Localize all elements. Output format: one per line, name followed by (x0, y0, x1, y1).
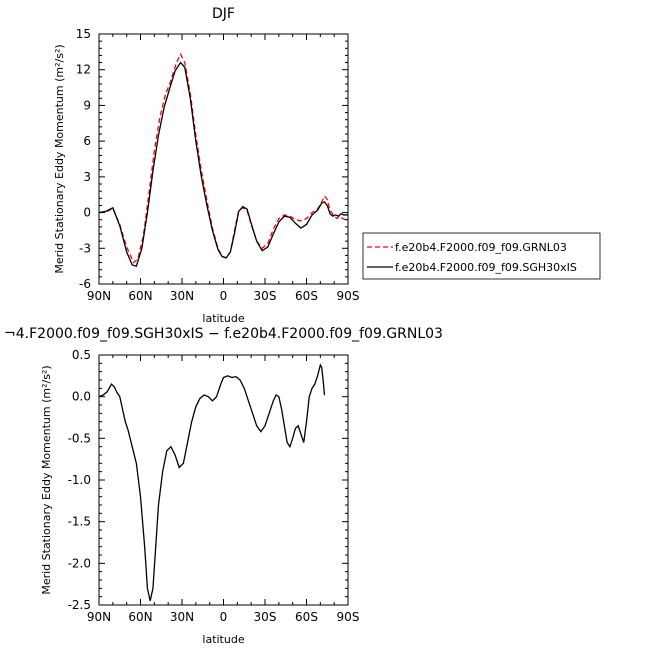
y-axis-label: Merid Stationary Eddy Momentum (m²/s²) (53, 44, 66, 273)
y-tick-label: 12 (76, 63, 91, 77)
y-tick-label: 15 (76, 27, 91, 41)
y-tick-label: 0.0 (72, 390, 91, 404)
x-tick-label: 90S (337, 610, 360, 624)
y-axis-label: Merid Stationary Eddy Momentum (m²/s²) (40, 365, 53, 594)
x-tick-label: 60N (128, 610, 152, 624)
legend-label-grnl03: f.e20b4.F2000.f09_f09.GRNL03 (395, 241, 567, 254)
y-tick-label: -2.0 (68, 556, 91, 570)
x-tick-label: 90N (87, 289, 111, 303)
y-tick-label: 0 (83, 206, 91, 220)
plot-frame (98, 33, 349, 285)
series-line-sgh30xis (99, 61, 348, 267)
chart-title: DJF (212, 6, 235, 22)
series-line-grnl03 (99, 52, 348, 264)
x-axis-label: latitude (202, 312, 244, 325)
y-tick-label: 3 (83, 170, 91, 184)
x-tick-label: 60S (295, 610, 318, 624)
x-tick-label: 60N (128, 289, 152, 303)
x-tick-label: 90N (87, 610, 111, 624)
panel-djf: DJF 90N 60N 30N 0 30S 60S 90S -6 -3 0 3 6 9 12 15 lati… (53, 6, 601, 325)
legend-box (362, 232, 601, 280)
series-line-difference (99, 363, 326, 601)
legend: f.e20b4.F2000.f09_f09.GRNL03 f.e20b4.F20… (362, 232, 601, 280)
x-tick-label: 30N (170, 610, 194, 624)
x-tick-label: 90S (337, 289, 360, 303)
y-tick-label: -1.0 (68, 473, 91, 487)
y-tick-label: -1.5 (68, 515, 91, 529)
y-tick-label: -0.5 (68, 431, 91, 445)
x-axis-label: latitude (202, 633, 244, 646)
legend-label-sgh30xis: f.e20b4.F2000.f09_f09.SGH30xIS (395, 261, 577, 274)
y-tick-label: 6 (83, 134, 91, 148)
x-tick-label: 60S (295, 289, 318, 303)
x-tick-label: 0 (220, 610, 228, 624)
chart-title: ¬4.F2000.f09_f09.SGH30xIS − f.e20b4.F200… (4, 326, 443, 342)
x-tick-label: 30N (170, 289, 194, 303)
y-tick-label: -6 (79, 277, 91, 291)
x-tick-label: 0 (220, 289, 228, 303)
x-tick-label: 30S (254, 610, 277, 624)
plot-area: 90N 60N 30N 0 30S 60S 90S -6 -3 0 3 6 9 12 15 (76, 27, 360, 303)
panel-difference: ¬4.F2000.f09_f09.SGH30xIS − f.e20b4.F200… (4, 326, 443, 646)
y-tick-label: -2.5 (68, 598, 91, 612)
y-tick-label: -3 (79, 241, 91, 255)
y-tick-label: 0.5 (72, 348, 91, 362)
plot-area: 90N 60N 30N 0 30S 60S 90S -2.5 -2.0 -1.5 -1.0 -0.5 0… (68, 348, 360, 624)
y-tick-label: 9 (83, 98, 91, 112)
x-tick-label: 30S (254, 289, 277, 303)
